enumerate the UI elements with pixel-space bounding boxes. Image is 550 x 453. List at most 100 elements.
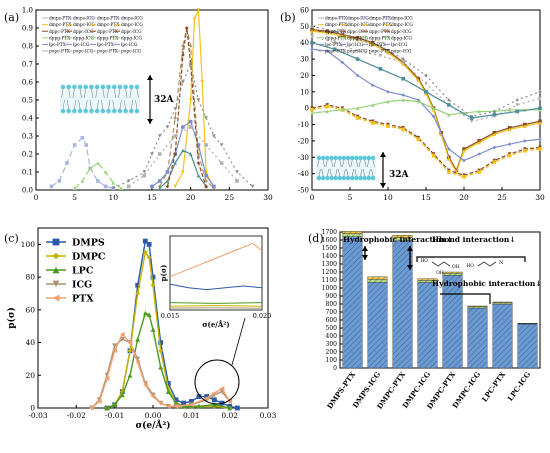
legend-label: dmps-PTX [369,17,392,22]
series [72,161,123,190]
lipid-head [333,175,338,181]
lipid-tail [327,168,330,177]
data-point [165,179,170,183]
data-point [523,148,527,153]
data-point [127,179,131,183]
lipid-head [320,155,326,161]
arrow-head-down [407,265,413,270]
lipid-head [329,175,334,181]
data-point [181,125,185,129]
data-point [492,160,497,164]
data-point [150,282,156,288]
data-point [165,170,170,174]
data-point [447,170,451,174]
data-point [173,403,179,409]
data-point [538,147,542,151]
data-point [371,103,375,107]
lipid-tail [350,159,353,168]
y-tick-label: 200 [326,349,338,356]
data-point [142,238,148,244]
y-tick-label: 400 [326,333,338,340]
data-point [507,127,512,132]
legend: DMPS DMPC LPC ICG PTX [46,238,106,305]
legend-label: dppc-ICG [121,30,142,35]
data-point [310,111,314,115]
data-point [135,291,141,296]
data-point [84,143,89,147]
y-tick-label: 10 [300,88,309,96]
data-point [65,161,69,165]
data-point [431,153,436,158]
legend-label: PTX [72,294,94,305]
thickness-label: 32A [154,95,175,105]
data-point [173,397,179,403]
data-point [181,148,185,153]
legend-label: dppg-ICG [391,36,412,41]
legend-label: dmpc-PTX [369,23,392,28]
lipid-head [366,175,372,181]
y-tick-label: 40 [25,338,35,347]
data-point [150,184,154,189]
data-point [507,108,512,112]
data-point [371,83,375,88]
data-point [188,119,193,124]
arrow-head-up [362,246,368,251]
data-point [188,98,193,102]
data-point [196,394,202,399]
y-tick-label: 0.0 [22,187,33,195]
x-tick-label: 15 [421,193,431,202]
bar-segment [342,230,363,234]
legend-label: lpc-PTX [369,43,387,48]
bond [431,261,451,267]
data-point [111,186,116,190]
data-point [119,392,125,398]
legend-label: popc-PTX [325,50,347,55]
y-tick-label: 60 [300,7,309,15]
legend-label: dppg-ICG [121,36,142,41]
data-point [211,402,217,408]
y-tick-label: 1100 [322,277,337,284]
data-point [447,103,451,107]
legend-marker [52,280,60,288]
data-point [401,127,405,132]
series-line [311,105,541,178]
legend-label: dppc-PTX [97,30,119,35]
x-tick-label: 25 [497,193,507,202]
lipid-head [117,84,123,90]
legend-label: popc-ICG [121,50,142,55]
panel-label: (b) [280,11,296,24]
legend-label: dmpc-PTX [325,23,348,28]
legend-label: dmpc-ICG [73,23,95,28]
legend-marker [52,266,60,274]
data-point [204,395,210,401]
legend-label: popc-PTX [97,50,119,55]
y-tick-label: 0.9 [22,25,33,33]
lipid-tail [371,168,374,177]
lipid-tail [102,88,105,99]
data-point [424,90,428,94]
x-tick-label: 20 [459,193,469,202]
data-point [310,29,314,34]
legend-label: popc-PTX [369,50,391,55]
x-tick-label: 0.00 [145,411,162,420]
data-point [386,90,390,94]
data-point [196,8,201,12]
lipid-tail [101,99,104,110]
bar-segment [392,234,413,238]
lipid-head [89,84,94,90]
data-point [401,60,405,65]
data-point [310,40,314,45]
lipid-tail [360,168,363,177]
lipid-tail [317,159,320,168]
data-point [462,148,466,153]
inset-x-tick-label: 0.020 [253,312,272,320]
data-point [142,173,147,178]
y-tick-label: 0.8 [22,43,33,51]
data-point [142,250,148,255]
y-tick-label: 900 [326,293,338,300]
y-tick-label: 0.6 [22,79,34,87]
thickness-arrow [380,152,386,188]
series-lpc [104,310,233,411]
data-point [103,170,108,174]
data-point [371,42,375,47]
